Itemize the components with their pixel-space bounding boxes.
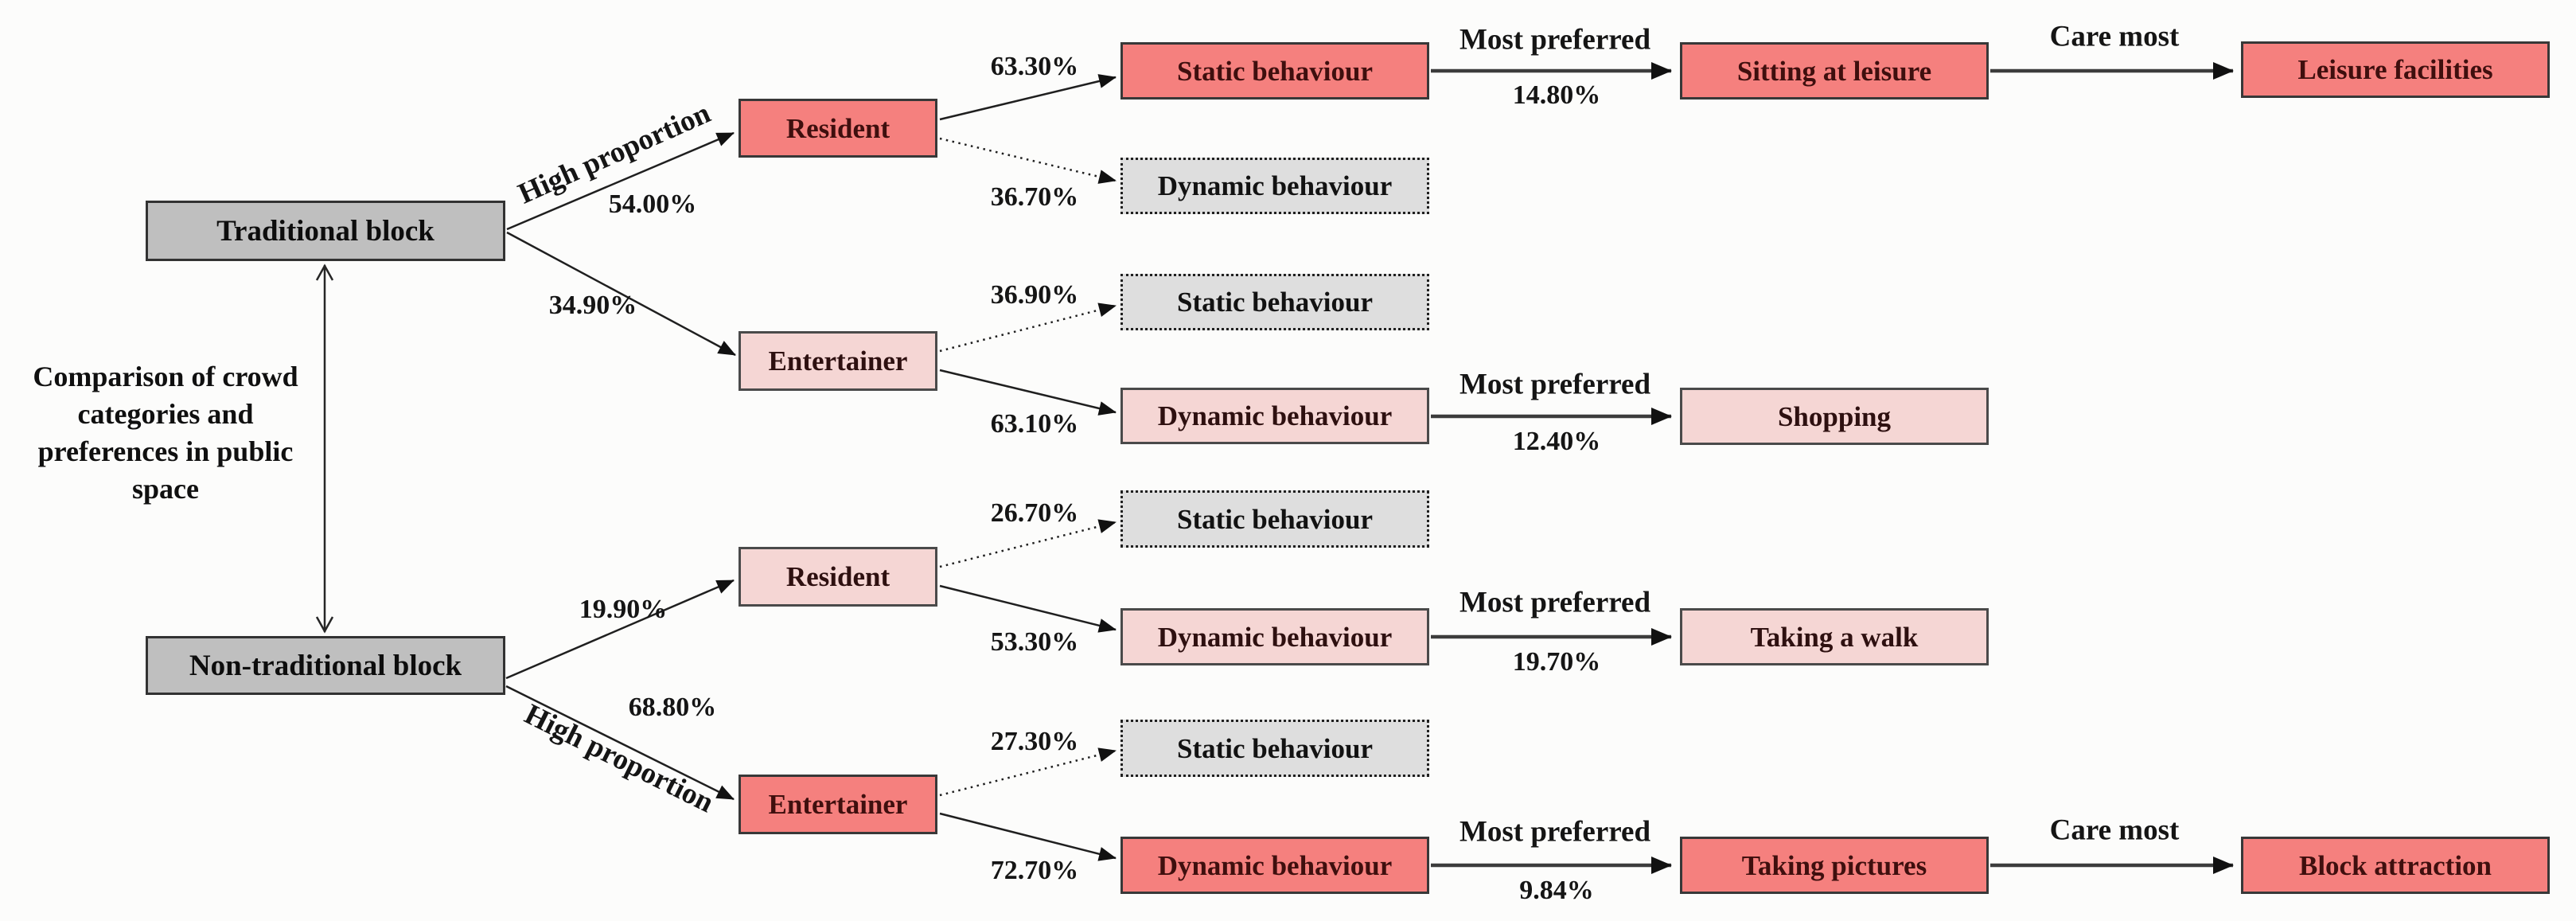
node-static-behaviour-2: Static behaviour bbox=[1120, 274, 1429, 330]
node-static-behaviour-3: Static behaviour bbox=[1120, 490, 1429, 548]
label-pct-19-70: 19.70% bbox=[1512, 647, 1601, 677]
arrowhead-down bbox=[315, 616, 334, 634]
node-static-behaviour-1: Static behaviour bbox=[1120, 42, 1429, 100]
arrowhead-up bbox=[315, 263, 334, 281]
arrow-resident-traditional--static-behaviour-1 bbox=[939, 74, 1117, 121]
node-resident-traditional: Resident bbox=[739, 99, 937, 158]
arrow-non-traditional-block--entertainer-nontraditional bbox=[505, 685, 735, 801]
node-static-behaviour-4: Static behaviour bbox=[1120, 720, 1429, 777]
figure-title-line-2: categories and bbox=[77, 398, 254, 430]
arrow-entertainer-nontraditional--dynamic-behaviour-4 bbox=[939, 812, 1117, 861]
arrow-traditional-block--entertainer-traditional bbox=[506, 231, 736, 357]
node-entertainer-nontraditional: Entertainer bbox=[739, 775, 937, 834]
figure-title-line-1: Comparison of crowd bbox=[33, 361, 298, 392]
node-non-traditional-block: Non-traditional block bbox=[146, 636, 505, 695]
label-pct-68-80: 68.80% bbox=[628, 693, 717, 722]
label-most-preferred-1: Most preferred bbox=[1459, 23, 1651, 57]
node-entertainer-traditional: Entertainer bbox=[739, 331, 937, 391]
node-taking-pictures: Taking pictures bbox=[1680, 837, 1989, 894]
arrow-traditional-block--resident-traditional bbox=[506, 131, 735, 231]
node-leisure-facilities: Leisure facilities bbox=[2241, 41, 2550, 98]
figure-title-line-3: preferences in public bbox=[37, 435, 294, 467]
label-pct-63-30: 63.30% bbox=[990, 52, 1079, 81]
label-pct-53-30: 53.30% bbox=[990, 627, 1079, 657]
node-dynamic-behaviour-1: Dynamic behaviour bbox=[1120, 158, 1429, 214]
label-most-preferred-2: Most preferred bbox=[1459, 368, 1651, 401]
arrow-resident-nontraditional--dynamic-behaviour-3 bbox=[939, 584, 1117, 633]
label-pct-27-30: 27.30% bbox=[990, 727, 1079, 756]
label-pct-54-00: 54.00% bbox=[608, 189, 697, 219]
node-sitting-at-leisure: Sitting at leisure bbox=[1680, 42, 1989, 100]
arrow-resident-traditional--dynamic-behaviour-1 bbox=[939, 137, 1117, 184]
node-taking-a-walk: Taking a walk bbox=[1680, 608, 1989, 665]
label-pct-19-90: 19.90% bbox=[579, 595, 668, 624]
label-pct-36-90: 36.90% bbox=[990, 280, 1079, 310]
arrow-resident-nontraditional--static-behaviour-3 bbox=[939, 519, 1117, 568]
label-care-most-1: Care most bbox=[2049, 20, 2180, 53]
label-pct-72-70: 72.70% bbox=[990, 856, 1079, 885]
figure-title: Comparison of crowd categories and prefe… bbox=[6, 358, 325, 508]
node-block-attraction: Block attraction bbox=[2241, 837, 2550, 894]
label-pct-12-40: 12.40% bbox=[1512, 427, 1601, 456]
label-care-most-2: Care most bbox=[2049, 814, 2180, 847]
label-pct-36-70: 36.70% bbox=[990, 182, 1079, 212]
node-dynamic-behaviour-4: Dynamic behaviour bbox=[1120, 837, 1429, 894]
label-pct-34-90: 34.90% bbox=[548, 291, 637, 320]
arrow-entertainer-traditional--static-behaviour-2 bbox=[939, 302, 1117, 353]
figure-title-line-4: space bbox=[132, 473, 199, 505]
node-resident-nontraditional: Resident bbox=[739, 547, 937, 607]
label-most-preferred-4: Most preferred bbox=[1459, 815, 1651, 849]
label-most-preferred-3: Most preferred bbox=[1459, 586, 1651, 619]
label-pct-14-80: 14.80% bbox=[1512, 80, 1601, 110]
arrow-non-traditional-block--resident-nontraditional bbox=[505, 579, 735, 680]
label-pct-9-84: 9.84% bbox=[1519, 876, 1594, 905]
node-dynamic-behaviour-3: Dynamic behaviour bbox=[1120, 608, 1429, 665]
node-traditional-block: Traditional block bbox=[146, 201, 505, 261]
arrow-entertainer-nontraditional--static-behaviour-4 bbox=[939, 747, 1117, 797]
arrow-entertainer-traditional--dynamic-behaviour-2 bbox=[939, 369, 1117, 416]
label-pct-63-10: 63.10% bbox=[990, 409, 1079, 439]
node-dynamic-behaviour-2: Dynamic behaviour bbox=[1120, 388, 1429, 444]
node-shopping: Shopping bbox=[1680, 388, 1989, 445]
label-pct-26-70: 26.70% bbox=[990, 498, 1079, 528]
